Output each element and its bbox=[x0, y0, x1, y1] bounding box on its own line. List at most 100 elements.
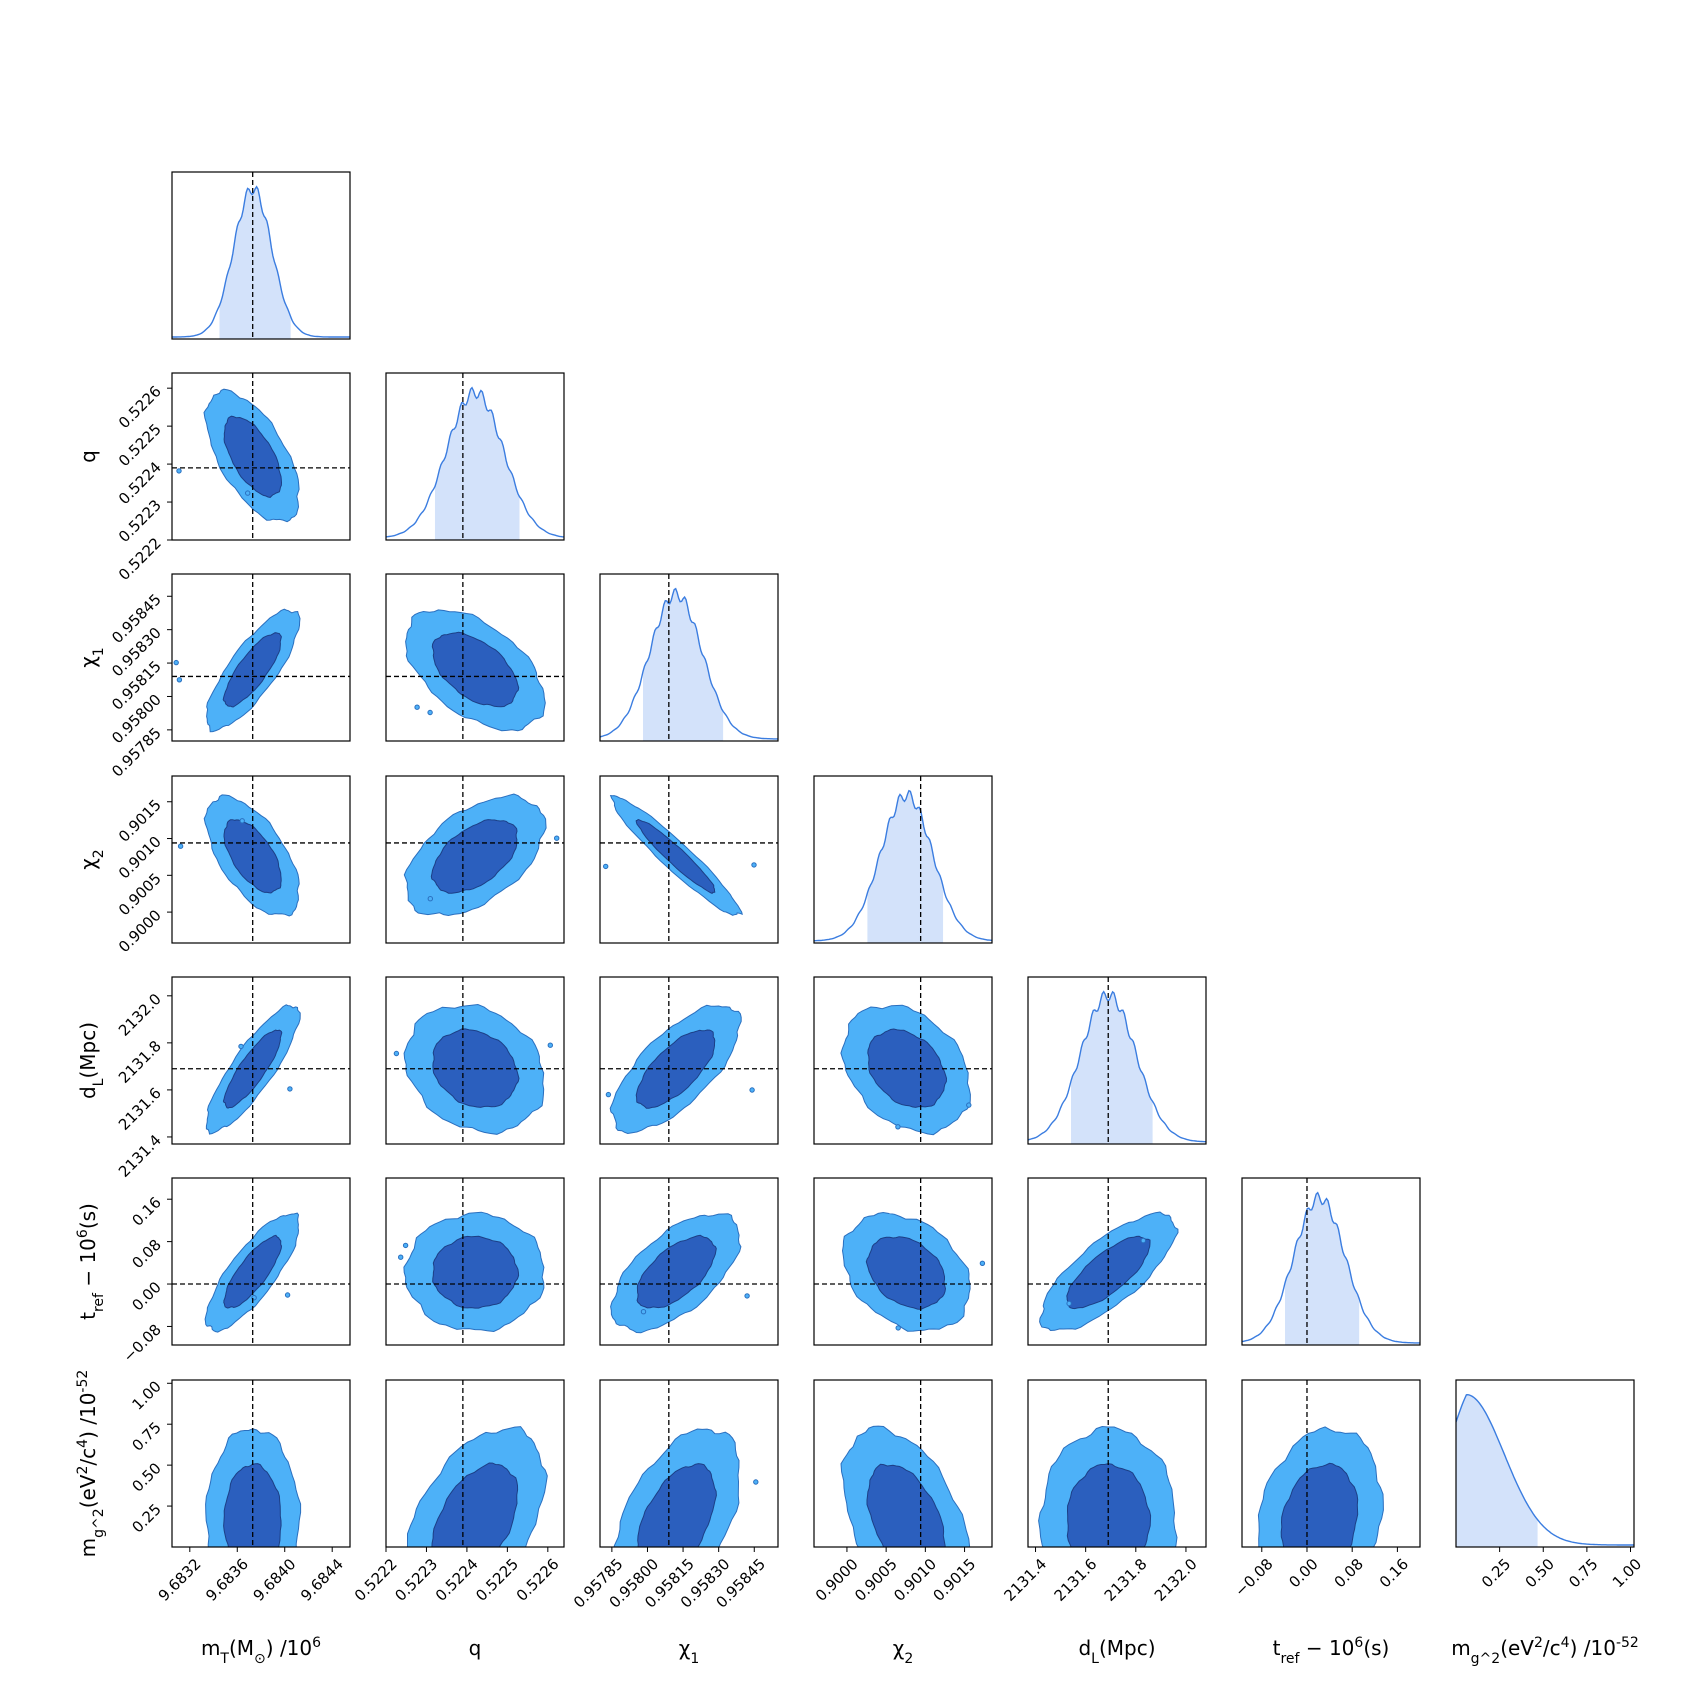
panel-frame bbox=[171, 171, 351, 340]
contour-island bbox=[979, 1260, 986, 1267]
contour-island bbox=[751, 862, 757, 868]
contour-island bbox=[372, 1492, 376, 1496]
panel-mg2-dL: 2131.4 2131.6 2131.8 2132.0 bbox=[1000, 1379, 1207, 1605]
x-axis-label-dL: dL(Mpc) bbox=[1078, 1636, 1155, 1667]
y-tick-label-mg2: 0.25 bbox=[128, 1500, 164, 1536]
contour-island bbox=[603, 863, 609, 870]
contour-island bbox=[239, 818, 245, 824]
contour-island bbox=[398, 1254, 404, 1260]
panel-tref-chi1 bbox=[599, 1177, 779, 1346]
x-tick-label-dL: 2131.4 bbox=[1000, 1555, 1050, 1605]
contour-island bbox=[1140, 1237, 1147, 1244]
contour-68-tref-chi1 bbox=[636, 1234, 717, 1309]
panel-frame bbox=[1455, 1379, 1635, 1548]
ci-band-mg2 bbox=[1456, 1394, 1538, 1547]
x-tick-label-mg2: 0.75 bbox=[1565, 1555, 1601, 1591]
y-axis-label-mg2: mg^2(eV2/c4) /10-52 bbox=[75, 1370, 107, 1558]
ci-band-chi2 bbox=[867, 790, 944, 943]
panel-frame bbox=[385, 1379, 565, 1548]
y-tick-label-dL: 2131.6 bbox=[115, 1084, 165, 1134]
contour-island bbox=[1066, 1300, 1072, 1307]
x-axis-label-chi1: χ1 bbox=[679, 1636, 699, 1667]
contour-68-chi1-mT bbox=[222, 632, 282, 708]
contour-island bbox=[176, 677, 183, 683]
contour-island bbox=[427, 896, 433, 902]
contour-68-tref-mT bbox=[223, 1234, 283, 1309]
contour-68-chi2-chi1 bbox=[635, 818, 716, 894]
y-axis-label-chi2: χ2 bbox=[76, 849, 107, 869]
x-tick-label-chi2: 0.9000 bbox=[812, 1555, 862, 1605]
contour-island bbox=[427, 709, 433, 716]
panel-frame bbox=[599, 775, 779, 944]
contour-island bbox=[393, 1050, 400, 1057]
contour-island bbox=[414, 704, 420, 710]
contour-68-tref-q bbox=[432, 1235, 520, 1309]
x-tick-label-dL: 2131.6 bbox=[1051, 1555, 1101, 1605]
panel-frame bbox=[171, 1177, 351, 1346]
panel-tref-mT: −0.08 0.00 0.08 0.16 bbox=[120, 1177, 351, 1366]
x-tick-label-mg2: 0.25 bbox=[1478, 1555, 1514, 1591]
panel-mg2-mg2: 0.25 0.50 0.75 1.00 bbox=[1455, 1379, 1645, 1591]
x-tick-label-dL: 2131.8 bbox=[1101, 1555, 1151, 1605]
panel-frame bbox=[599, 976, 779, 1145]
panel-chi1-chi1 bbox=[599, 573, 779, 742]
panel-frame bbox=[385, 372, 565, 541]
ci-band-chi1 bbox=[643, 588, 724, 741]
panel-frame bbox=[813, 976, 993, 1145]
contour-68-chi2-q bbox=[430, 819, 518, 894]
panel-chi1-q bbox=[385, 573, 565, 742]
panel-frame bbox=[171, 573, 351, 742]
contour-island bbox=[895, 1124, 901, 1130]
contour-island bbox=[753, 1479, 759, 1485]
panel-tref-dL bbox=[1027, 1177, 1207, 1346]
y-axis-label-dL: dL(Mpc) bbox=[76, 1022, 107, 1099]
panel-dL-chi1 bbox=[599, 976, 779, 1145]
x-tick-label-tref: 0.16 bbox=[1376, 1555, 1412, 1591]
contour-island bbox=[1012, 1509, 1016, 1513]
panel-frame bbox=[385, 573, 565, 742]
contour-island bbox=[744, 1293, 750, 1299]
contour-island bbox=[895, 1325, 901, 1331]
x-tick-label-tref: 0.08 bbox=[1331, 1555, 1367, 1591]
panel-chi2-chi2 bbox=[813, 775, 993, 944]
y-tick-label-tref: 0.16 bbox=[128, 1193, 164, 1229]
y-axis-label-q: q bbox=[76, 450, 100, 463]
kde-mg2 bbox=[1456, 1393, 1634, 1546]
x-tick-label-dL: 2132.0 bbox=[1151, 1555, 1201, 1605]
ci-band-tref bbox=[1285, 1192, 1360, 1345]
panel-chi2-chi1 bbox=[599, 775, 779, 944]
panel-frame bbox=[171, 976, 351, 1145]
panel-frame bbox=[385, 775, 565, 944]
contour-68-chi1-q bbox=[431, 631, 520, 708]
x-axis-label-q: q bbox=[469, 1636, 482, 1660]
panel-frame bbox=[171, 372, 351, 541]
panel-frame bbox=[813, 775, 993, 944]
kde-q bbox=[386, 386, 564, 538]
kde-chi1 bbox=[600, 587, 778, 740]
panel-mg2-tref: −0.08 0.00 0.08 0.16 bbox=[1231, 1379, 1421, 1600]
y-tick-label-tref: 0.00 bbox=[128, 1278, 164, 1314]
panel-dL-chi2 bbox=[813, 976, 993, 1145]
contour-island bbox=[252, 1570, 256, 1574]
y-axis-label-tref: tref − 106(s) bbox=[75, 1203, 107, 1320]
y-tick-label-tref: 0.08 bbox=[128, 1236, 164, 1272]
x-tick-label-q: 0.5225 bbox=[472, 1555, 522, 1605]
panel-tref-q bbox=[385, 1177, 565, 1346]
contour-island bbox=[547, 1042, 553, 1048]
contour-island bbox=[245, 490, 251, 496]
x-tick-label-tref: 0.00 bbox=[1285, 1555, 1321, 1591]
contour-island bbox=[807, 1544, 811, 1548]
kde-mT bbox=[172, 185, 350, 338]
panel-frame bbox=[1027, 976, 1207, 1145]
panel-frame bbox=[599, 573, 779, 742]
x-tick-label-tref: −0.08 bbox=[1231, 1555, 1276, 1600]
x-axis-label-tref: tref − 106(s) bbox=[1273, 1635, 1390, 1667]
panel-frame bbox=[1027, 1177, 1207, 1346]
contour-68-mg2-chi2 bbox=[866, 1463, 946, 1547]
